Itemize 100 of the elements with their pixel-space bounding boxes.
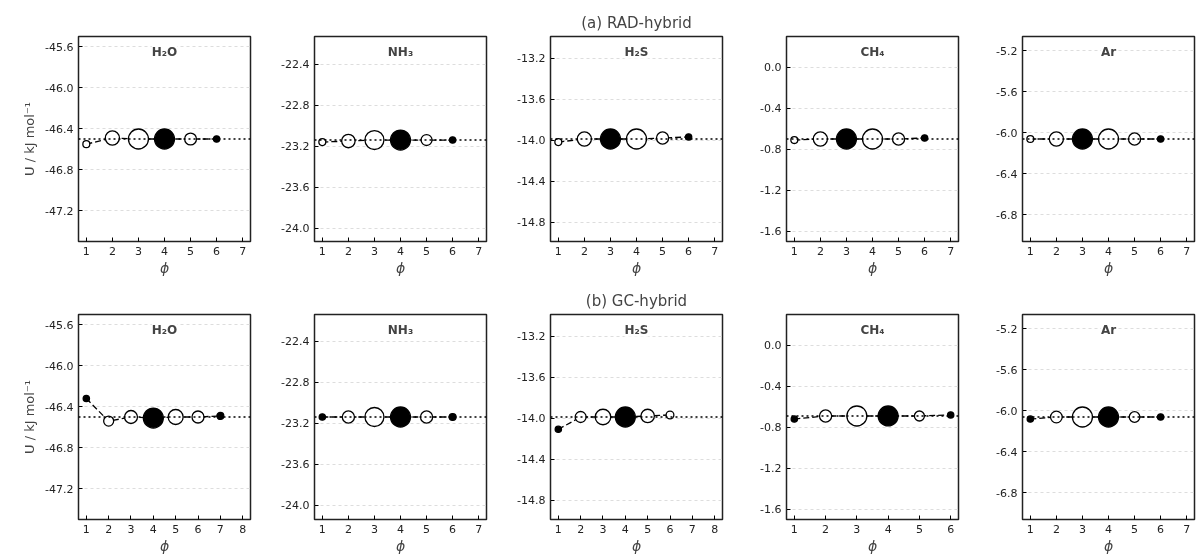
- y-tick-label: -23.6: [281, 458, 310, 472]
- x-tick-label: 7: [1183, 244, 1191, 258]
- x-tick-label: 4: [621, 522, 629, 536]
- y-tick-label: -45.6: [45, 40, 74, 54]
- y-tick-label: -23.2: [281, 417, 310, 431]
- chart-title: (b) GC-hybrid: [585, 291, 688, 310]
- annotation: CH₄: [860, 44, 885, 59]
- x-tick-label: 6: [666, 522, 674, 536]
- x-tick-label: 4: [869, 244, 876, 258]
- x-axis-title: ϕ: [867, 537, 878, 554]
- x-tick-label: 7: [947, 244, 955, 258]
- y-tick-label: -13.2: [517, 52, 546, 66]
- x-tick-label: 2: [344, 522, 352, 536]
- x-tick-label: 5: [659, 244, 667, 258]
- x-tick-label: 5: [423, 522, 431, 536]
- y-tick-label: -23.2: [281, 140, 310, 154]
- x-tick-label: 1: [318, 244, 326, 258]
- y-tick-label: -45.6: [45, 318, 74, 332]
- y-tick-label: -22.4: [281, 58, 310, 72]
- annotation: Ar: [1100, 44, 1117, 59]
- x-tick-label: 7: [475, 522, 483, 536]
- annotation: H₂S: [624, 322, 649, 337]
- x-tick-label: 3: [606, 244, 614, 258]
- x-tick-label: 2: [577, 522, 585, 536]
- x-tick-label: 5: [895, 244, 903, 258]
- x-tick-label: 1: [790, 522, 798, 536]
- y-tick-label: -5.2: [996, 322, 1018, 336]
- y-tick-label: -1.6: [760, 503, 782, 517]
- y-tick-label: -1.6: [760, 225, 782, 239]
- x-tick-label: 4: [884, 522, 892, 536]
- y-tick-label: -22.8: [281, 376, 310, 390]
- y-tick-label: -46.4: [45, 122, 74, 136]
- x-tick-label: 2: [344, 244, 352, 258]
- y-tick-label: -13.6: [517, 93, 546, 107]
- y-tick-label: -0.4: [760, 102, 782, 116]
- y-tick-label: 0.0: [764, 61, 782, 75]
- y-axis-title: U / kJ mol⁻¹: [22, 102, 38, 176]
- x-tick-label: 4: [397, 522, 404, 536]
- y-tick-label: -46.4: [45, 400, 74, 414]
- x-tick-label: 1: [1026, 522, 1034, 536]
- x-axis-title: ϕ: [867, 259, 878, 276]
- y-tick-label: -46.0: [45, 359, 74, 373]
- y-tick-label: -22.8: [281, 99, 310, 113]
- x-tick-label: 5: [644, 522, 652, 536]
- x-tick-label: 2: [105, 522, 113, 536]
- x-tick-label: 1: [554, 522, 562, 536]
- y-tick-label: -5.2: [996, 44, 1018, 58]
- annotation: H₂O: [151, 44, 178, 59]
- x-tick-label: 1: [82, 244, 90, 258]
- x-tick-label: 4: [161, 244, 168, 258]
- x-tick-label: 4: [149, 522, 157, 536]
- x-tick-label: 3: [370, 244, 378, 258]
- y-tick-label: -14.0: [517, 134, 546, 148]
- y-tick-label: -13.6: [517, 371, 546, 385]
- x-tick-label: 3: [599, 522, 607, 536]
- x-tick-label: 4: [633, 244, 640, 258]
- x-tick-label: 5: [172, 522, 180, 536]
- x-tick-label: 2: [580, 244, 588, 258]
- x-tick-label: 2: [1052, 522, 1060, 536]
- x-tick-label: 6: [194, 522, 202, 536]
- y-tick-label: -47.2: [45, 204, 74, 218]
- x-axis-title: ϕ: [159, 259, 170, 276]
- chart-title: (a) RAD-hybrid: [581, 13, 692, 32]
- x-tick-label: 7: [239, 244, 247, 258]
- x-tick-label: 3: [1078, 522, 1086, 536]
- x-axis-title: ϕ: [395, 259, 406, 276]
- x-tick-label: 2: [1052, 244, 1060, 258]
- y-tick-label: -47.2: [45, 482, 74, 496]
- y-tick-label: -46.0: [45, 81, 74, 95]
- y-tick-label: -14.8: [517, 216, 546, 230]
- y-tick-label: -0.8: [760, 143, 782, 157]
- x-tick-label: 1: [1026, 244, 1034, 258]
- x-tick-label: 7: [475, 244, 483, 258]
- x-axis-title: ϕ: [395, 537, 406, 554]
- x-tick-label: 3: [853, 522, 861, 536]
- x-tick-label: 3: [1078, 244, 1086, 258]
- annotation: CH₄: [860, 322, 885, 337]
- y-tick-label: -22.4: [281, 335, 310, 349]
- x-tick-label: 1: [318, 522, 326, 536]
- x-tick-label: 6: [1157, 522, 1165, 536]
- y-tick-label: -6.4: [996, 167, 1018, 181]
- x-tick-label: 4: [397, 244, 404, 258]
- y-tick-label: -5.6: [996, 363, 1018, 377]
- x-tick-label: 7: [711, 244, 719, 258]
- y-tick-label: -6.8: [996, 208, 1018, 222]
- annotation: H₂S: [624, 44, 649, 59]
- x-tick-label: 7: [1183, 522, 1191, 536]
- x-tick-label: 6: [947, 522, 955, 536]
- x-tick-label: 7: [216, 522, 224, 536]
- x-tick-label: 4: [1105, 244, 1112, 258]
- y-tick-label: -14.8: [517, 494, 546, 508]
- y-tick-label: -0.4: [760, 380, 782, 394]
- x-axis-title: ϕ: [1103, 537, 1114, 554]
- y-axis-title: U / kJ mol⁻¹: [22, 380, 38, 454]
- x-tick-label: 5: [1131, 522, 1139, 536]
- x-tick-label: 2: [108, 244, 116, 258]
- y-tick-label: -6.0: [996, 126, 1018, 140]
- annotation: Ar: [1100, 322, 1117, 337]
- x-tick-label: 6: [1157, 244, 1165, 258]
- x-tick-label: 6: [685, 244, 693, 258]
